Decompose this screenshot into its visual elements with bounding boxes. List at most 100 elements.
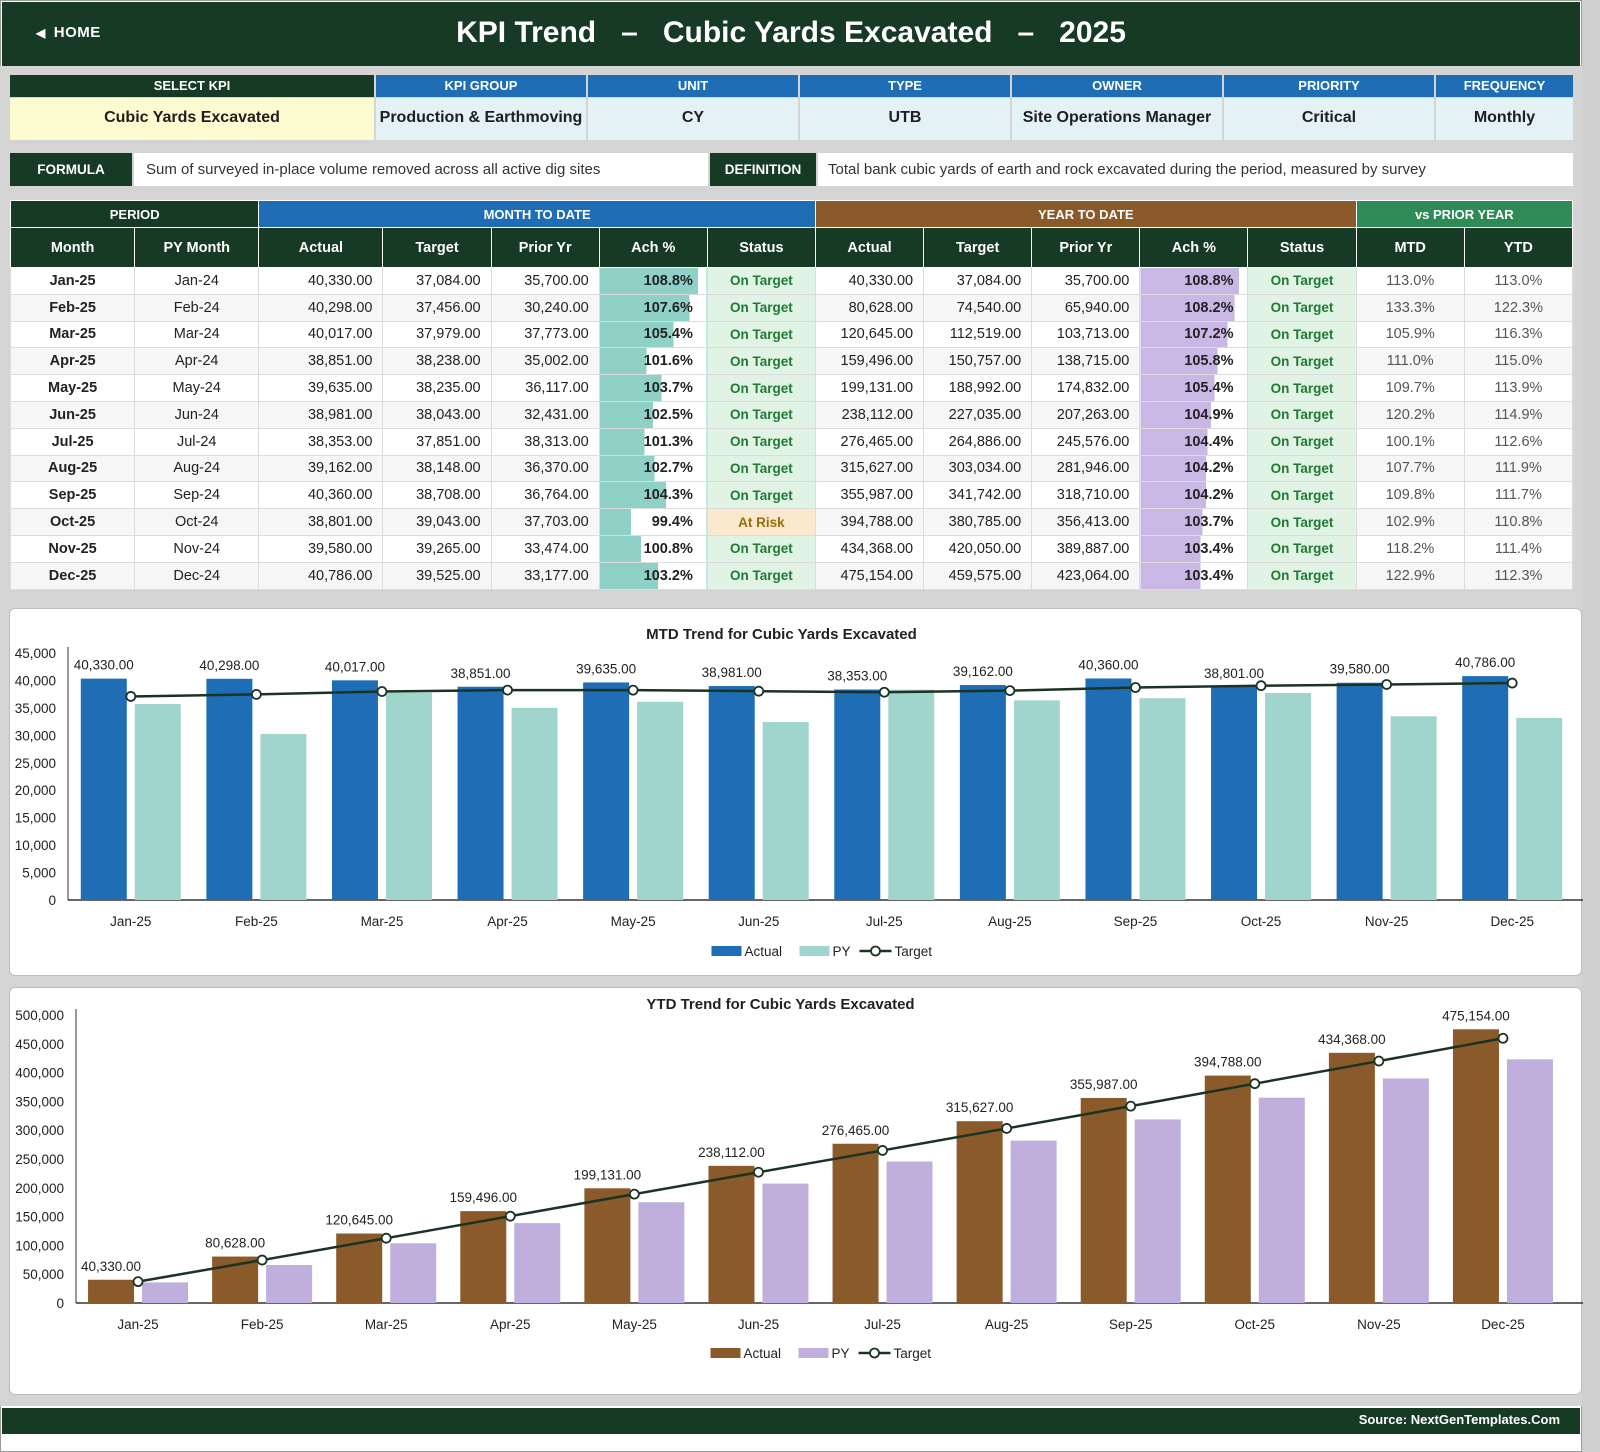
cell-ytd-prior-yr: 423,064.00 [1031, 561, 1141, 590]
cell-mtd-actual: 40,330.00 [258, 267, 384, 295]
cell-month: Feb-25 [9, 293, 136, 322]
cell-ytd-target: 112,519.00 [923, 320, 1033, 349]
table-row: Jul-25 Jul-24 38,353.00 37,851.00 38,313.00 1… [9, 427, 1574, 456]
target-point [1506, 677, 1518, 689]
table-row: Nov-25 Nov-24 39,580.00 39,265.00 33,474.00 1… [9, 534, 1574, 563]
py-bar [390, 1243, 437, 1303]
table-row: Dec-25 Dec-24 40,786.00 39,525.00 33,177.00 1… [9, 561, 1574, 590]
target-point [250, 689, 262, 700]
cell-py-month: Apr-24 [134, 347, 260, 376]
target-point [753, 685, 765, 697]
cell-ytd-target: 459,575.00 [923, 561, 1033, 590]
cell-mtd-prior-yr: 37,773.00 [490, 320, 600, 349]
actual-bar [1328, 1052, 1375, 1303]
cell-ytd-target: 264,886.00 [923, 427, 1033, 456]
column-header-row: Month PY Month Actual Target Prior Yr Ach % St… [9, 227, 1574, 268]
kpi-select-dropdown[interactable]: Cubic Yards Excavated [10, 98, 374, 140]
actual-bar [1085, 678, 1132, 900]
home-button[interactable]: ◀ HOME [36, 24, 101, 41]
cell-mtd-prior-yr: 30,240.00 [490, 293, 600, 322]
cell-ytd-status: On Target [1247, 481, 1357, 510]
actual-bar [460, 1211, 507, 1303]
col-header-mtd-ach: Ach % [598, 227, 708, 268]
cell-month: Jan-25 [9, 267, 136, 295]
actual-bar [1080, 1097, 1127, 1303]
x-tick-label: Aug-25 [988, 914, 1032, 929]
definition-label: DEFINITION [710, 153, 816, 186]
cell-vs-py-mtd: 122.9% [1355, 561, 1465, 590]
target-point [878, 686, 890, 698]
col-header-py-month: PY Month [134, 227, 260, 268]
cell-ytd-prior-yr: 65,940.00 [1031, 293, 1141, 322]
cell-ytd-prior-yr: 356,413.00 [1031, 508, 1141, 536]
x-tick-label: Jul-25 [866, 914, 903, 929]
cell-py-month: Jul-24 [134, 427, 260, 456]
col-header-mtd-actual: Actual [258, 227, 384, 268]
target-point [1373, 1055, 1385, 1067]
y-tick-label: 450,000 [15, 1037, 64, 1052]
x-tick-label: Nov-25 [1357, 1317, 1401, 1332]
cell-vs-py-ytd: 122.3% [1463, 293, 1574, 322]
py-bar [266, 1265, 313, 1303]
legend-actual-swatch [710, 1348, 741, 1358]
cell-ytd-target: 74,540.00 [923, 293, 1033, 322]
cell-ytd-prior-yr: 281,946.00 [1031, 454, 1141, 483]
actual-bar [708, 686, 755, 900]
frequency-header: FREQUENCY [1436, 75, 1573, 97]
target-point [256, 1254, 268, 1266]
cell-ytd-target: 188,992.00 [923, 374, 1033, 402]
cell-ytd-status: On Target [1247, 427, 1357, 456]
py-bar [1258, 1097, 1305, 1303]
actual-bar [1204, 1075, 1251, 1303]
cell-vs-py-mtd: 107.7% [1355, 454, 1465, 483]
definition-text: Total bank cubic yards of earth and rock… [818, 153, 1573, 186]
data-label: 38,801.00 [1204, 666, 1264, 681]
table-row: Sep-25 Sep-24 40,360.00 38,708.00 36,764.00 1… [9, 481, 1574, 510]
target-point [753, 1166, 764, 1178]
y-tick-label: 200,000 [15, 1181, 64, 1196]
data-label: 39,580.00 [1330, 662, 1390, 677]
actual-bar [331, 680, 378, 900]
cell-mtd-status: On Target [706, 400, 816, 429]
py-bar [142, 1282, 189, 1303]
target-line [137, 1037, 1504, 1283]
target-point [627, 684, 639, 696]
table-row: Mar-25 Mar-24 40,017.00 37,979.00 37,773.00 1… [9, 320, 1574, 349]
cell-ytd-prior-yr: 207,263.00 [1031, 400, 1141, 429]
actual-bar [80, 678, 127, 900]
cell-vs-py-mtd: 113.0% [1355, 267, 1465, 295]
py-bar [134, 704, 181, 900]
data-label: 475,154.00 [1442, 1008, 1510, 1023]
legend-target-marker [869, 1347, 880, 1359]
cell-ytd-status: On Target [1247, 267, 1357, 295]
target-point [125, 691, 137, 702]
cell-mtd-status: On Target [706, 481, 816, 510]
cell-mtd-ach: 101.6% [598, 347, 708, 376]
cell-mtd-ach: 107.6% [598, 293, 708, 322]
cell-py-month: Jun-24 [134, 400, 260, 429]
table-row: Jun-25 Jun-24 38,981.00 38,043.00 32,431.00 1… [9, 400, 1574, 429]
x-tick-label: Apr-25 [490, 1317, 531, 1332]
cell-mtd-status: On Target [706, 320, 816, 349]
cell-month: Dec-25 [9, 561, 136, 590]
y-tick-label: 25,000 [15, 756, 56, 771]
col-header-ytd-target: Target [923, 227, 1033, 268]
data-label: 40,360.00 [1078, 657, 1138, 672]
cell-mtd-prior-yr: 36,370.00 [490, 454, 600, 483]
y-tick-label: 15,000 [15, 811, 56, 826]
type-header: TYPE [800, 75, 1010, 97]
cell-mtd-status: On Target [706, 267, 816, 295]
cell-ytd-actual: 355,987.00 [814, 481, 925, 510]
cell-py-month: Oct-24 [134, 508, 260, 536]
y-tick-label: 30,000 [15, 728, 56, 743]
x-tick-label: Jan-25 [117, 1317, 158, 1332]
y-tick-label: 100,000 [15, 1238, 64, 1253]
cell-ytd-target: 227,035.00 [923, 400, 1033, 429]
actual-bar [708, 1165, 755, 1303]
cell-mtd-ach: 103.7% [598, 374, 708, 402]
data-label: 276,465.00 [822, 1123, 890, 1138]
cell-mtd-target: 37,084.00 [382, 267, 492, 295]
cell-py-month: Dec-24 [134, 561, 260, 590]
cell-ytd-ach: 103.7% [1139, 508, 1249, 536]
cell-py-month: May-24 [134, 374, 260, 402]
